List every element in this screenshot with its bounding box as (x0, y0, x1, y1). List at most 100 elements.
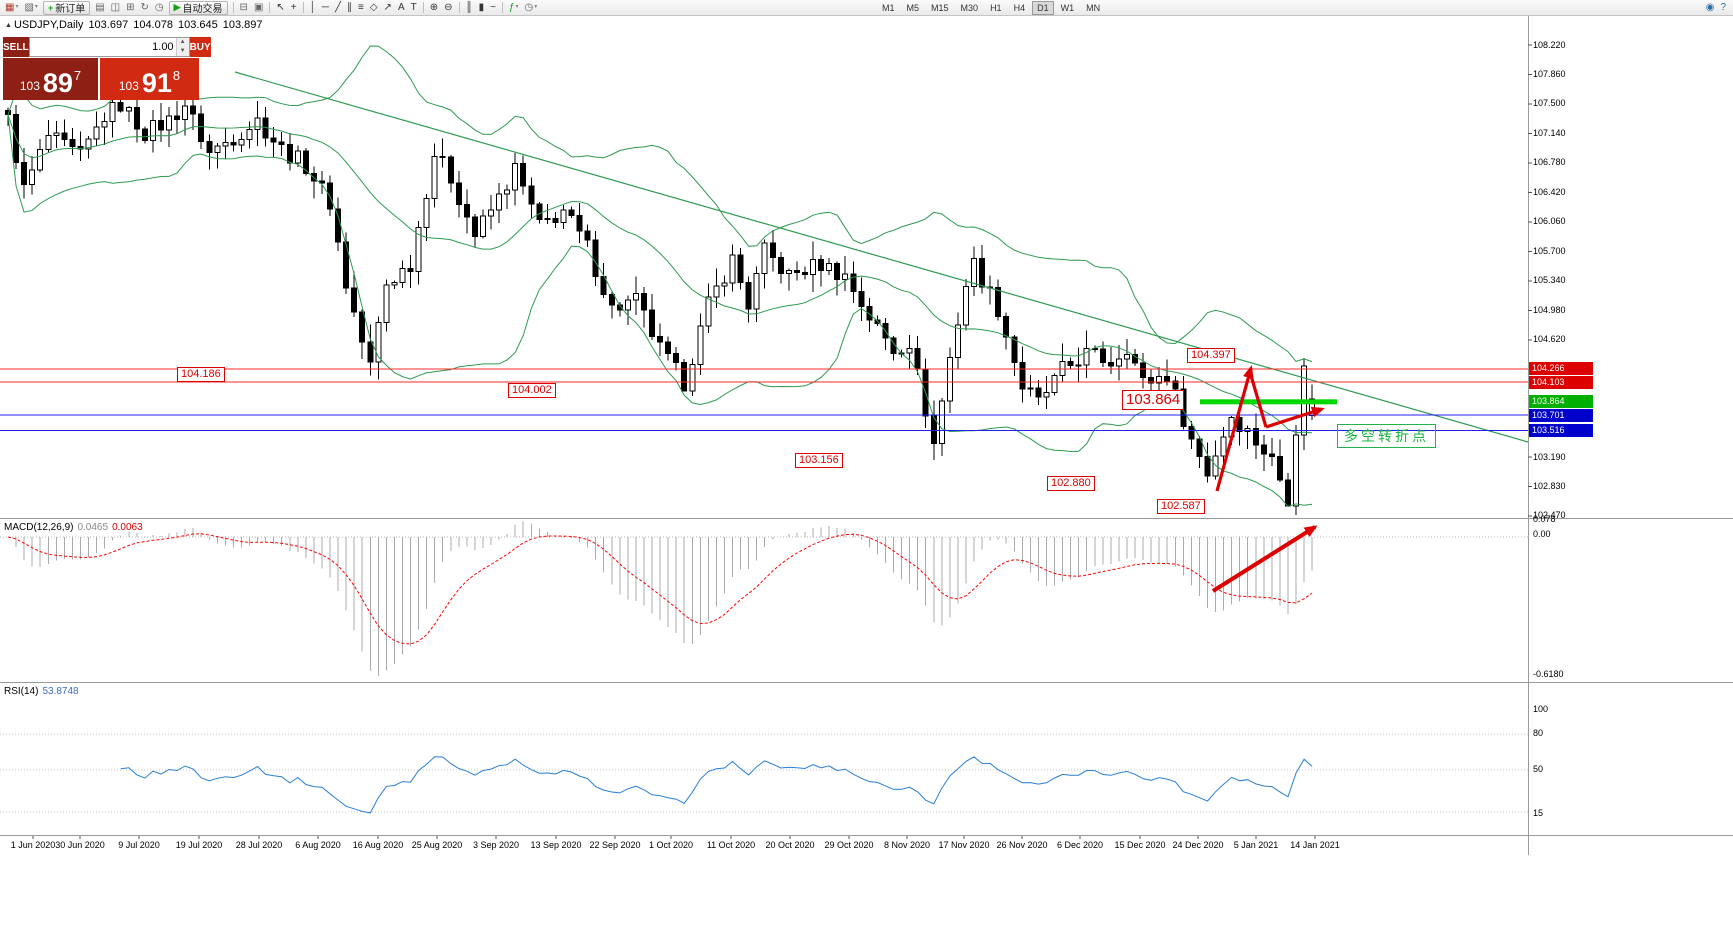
price-axis-label: 105.700 (1533, 245, 1566, 256)
price-level-label[interactable]: 102.587 (1157, 499, 1205, 514)
volume-input[interactable] (29, 38, 176, 56)
symbol-icon: ▲ (5, 22, 12, 29)
price-level-label[interactable]: 104.186 (177, 367, 225, 382)
toolbar-separator (422, 2, 424, 13)
price-level-label[interactable]: 104.002 (508, 383, 556, 398)
vertical-line-icon[interactable]: │ (309, 2, 316, 13)
timeframe-h1[interactable]: H1 (990, 2, 1002, 13)
buy-price-button[interactable]: 103 91 8 (100, 58, 199, 100)
refresh-icon[interactable]: ↻ (140, 2, 149, 13)
date-label: 5 Jan 2021 (1233, 840, 1279, 850)
price-level-label[interactable]: 103.864 (1122, 390, 1185, 410)
shapes-icon[interactable]: ◇ (369, 2, 378, 13)
zoom-in-icon[interactable]: ⊕ (429, 2, 439, 13)
label-icon[interactable]: T (410, 2, 417, 13)
volume-field[interactable]: ▲▼ (28, 37, 190, 57)
timeframe-m15[interactable]: M15 (931, 2, 949, 13)
bar-chart-icon[interactable]: ║ (465, 2, 473, 13)
price-axis-label: 104.620 (1533, 334, 1566, 345)
price-axis-label: 102.470 (1533, 510, 1566, 521)
rsi-name: RSI(14) (4, 686, 39, 697)
channel-icon[interactable]: ∥ (347, 2, 352, 13)
sell-button[interactable]: SELL (3, 37, 29, 57)
timeframe-d1[interactable]: D1 (1032, 0, 1054, 15)
timeframe-mn[interactable]: MN (1086, 2, 1101, 13)
price-axis-label: 106.060 (1533, 216, 1566, 227)
sell-price-button[interactable]: 103 89 7 (3, 58, 98, 100)
date-label: 8 Nov 2020 (883, 840, 931, 850)
navigator-icon[interactable]: ⊞ (126, 2, 135, 13)
profiles-icon[interactable]: ▧ ▾ (24, 2, 38, 13)
fibonacci-icon[interactable]: ≡ (358, 2, 364, 13)
market-watch-icon[interactable]: ▤ (95, 2, 105, 13)
macd-signal-value: 0.0063 (112, 522, 143, 533)
volume-down-icon[interactable]: ▼ (176, 47, 189, 56)
rsi-indicator-label: RSI(14) 53.8748 (4, 686, 79, 697)
price-level-label[interactable]: 102.880 (1047, 476, 1095, 491)
new-chart-icon[interactable]: ▦ ▾ (5, 2, 19, 13)
buy-price-pip: 8 (172, 68, 181, 83)
toolbar-right-group: ◉? (1703, 0, 1729, 15)
date-label: 24 Dec 2020 (1172, 840, 1224, 850)
new-order-button[interactable]: + 新订单 (42, 0, 91, 15)
help-icon[interactable]: ? (1720, 2, 1726, 13)
date-label: 26 Nov 2020 (996, 840, 1048, 850)
community-icon[interactable]: ◉ (1705, 2, 1715, 13)
volume-up-icon[interactable]: ▲ (176, 38, 189, 47)
macd-main-value: 0.0465 (77, 522, 109, 533)
arrow-object-icon[interactable]: ↗ (383, 2, 392, 13)
price-axis-label: 103.190 (1533, 451, 1566, 462)
timeframe-m5[interactable]: M5 (906, 2, 920, 13)
macd-axis-label: -0.6180 (1533, 669, 1564, 679)
horizontal-line-icon[interactable]: ─ (321, 2, 329, 13)
autotrade-button-label: 自动交易 (182, 4, 223, 15)
price-axis-label: 107.860 (1533, 68, 1566, 79)
macd-indicator-label: MACD(12,26,9) 0.0465 0.0063 (4, 522, 143, 533)
zoom-out-icon[interactable]: ⊖ (444, 2, 453, 13)
toolbar-left-group: ▦ ▾ ▧ ▾ + 新订单 ▤ ◫ ⊞ ↻ ◷ ▶ 自动交易 ⊟ ▣ ↖ + │ ─ ╱ ∥ ≡ ◇ ↗ A T ⊕ ⊖ ║ ▮ ~ ƒ ▾ ◷ ▾ (2, 0, 540, 15)
strategy-tester-icon[interactable]: ◷ (154, 2, 164, 13)
ohlc-close: 103.897 (222, 19, 263, 31)
date-label: 6 Aug 2020 (295, 840, 341, 850)
toolbar-separator (302, 2, 304, 13)
text-icon[interactable]: A (397, 2, 405, 13)
price-axis-label: 104.980 (1533, 304, 1566, 315)
toolbar: ▦ ▾ ▧ ▾ + 新订单 ▤ ◫ ⊞ ↻ ◷ ▶ 自动交易 ⊟ ▣ ↖ + │ ─ ╱ ∥ ≡ ◇ ↗ A T ⊕ ⊖ ║ ▮ ~ ƒ ▾ ◷ ▾… (0, 0, 1733, 16)
data-window-icon[interactable]: ◫ (110, 2, 121, 13)
annotation-note[interactable]: 多空转折点 (1337, 424, 1436, 448)
price-level-label[interactable]: 103.156 (795, 453, 843, 468)
indicators-icon[interactable]: ƒ ▾ (508, 2, 519, 13)
ohlc-open: 103.697 (88, 19, 129, 31)
cursor-icon[interactable]: ↖ (276, 2, 285, 13)
trendline-icon[interactable]: ╱ (334, 2, 341, 13)
rsi-value: 53.8748 (42, 686, 79, 697)
buy-price-prefix: 103 (118, 79, 139, 93)
cascade-windows-icon[interactable]: ▣ (253, 2, 264, 13)
date-label: 3 Sep 2020 (472, 840, 520, 850)
timeframe-m1[interactable]: M1 (882, 2, 895, 13)
ohlc-low: 103.645 (177, 19, 218, 31)
timeframes-icon[interactable]: ◷ ▾ (524, 2, 538, 13)
timeframe-h4[interactable]: H4 (1013, 2, 1026, 13)
sell-price-main: 89 (42, 68, 73, 98)
toolbar-separator (501, 2, 503, 13)
price-axis-label: 107.500 (1533, 98, 1566, 109)
price-axis-label: 105.340 (1533, 275, 1566, 286)
buy-button[interactable]: BUY (189, 37, 211, 57)
dropdown-arrow-icon: ▾ (515, 4, 519, 10)
price-level-label[interactable]: 104.397 (1187, 348, 1235, 363)
timeframe-m30[interactable]: M30 (960, 2, 979, 13)
crosshair-icon[interactable]: + (290, 2, 297, 13)
timeframe-w1[interactable]: W1 (1060, 2, 1075, 13)
date-label: 11 Oct 2020 (706, 840, 756, 850)
date-label: 16 Aug 2020 (352, 840, 404, 850)
tile-windows-icon[interactable]: ⊟ (239, 2, 248, 13)
rsi-axis-label: 100 (1533, 704, 1549, 714)
line-chart-icon[interactable]: ~ (490, 2, 496, 13)
rsi-axis-label: 50 (1533, 764, 1544, 774)
price-badge: 104.103 (1529, 375, 1593, 389)
autotrade-button[interactable]: ▶ 自动交易 (168, 0, 228, 15)
candle-chart-icon[interactable]: ▮ (478, 2, 485, 13)
